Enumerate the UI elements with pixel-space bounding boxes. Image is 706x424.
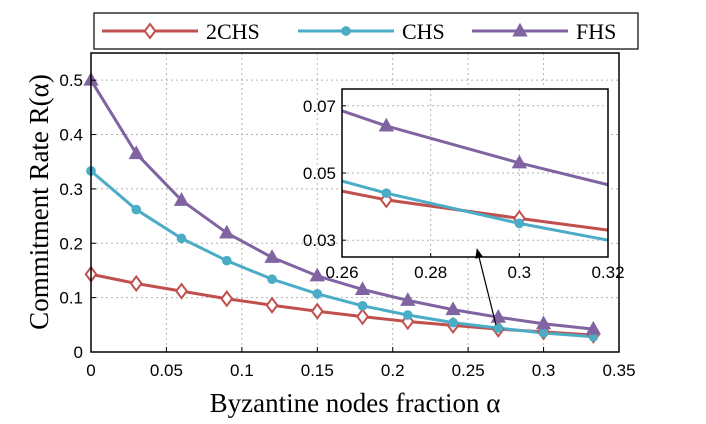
x-tick-label: 0.3 <box>532 361 556 380</box>
data-point-fhs <box>354 281 371 295</box>
data-point-2chs <box>175 282 189 300</box>
data-point-fhs <box>309 267 325 282</box>
data-point-2chs <box>129 274 143 293</box>
inset-point-fhs <box>378 117 395 132</box>
inset-zoom: 0.26 0.28 0.3 0.32 0.03 0.05 0.07 <box>303 88 625 282</box>
legend-item-chs: CHS <box>298 19 445 44</box>
data-point-fhs <box>219 224 235 239</box>
inset-line-chs <box>341 179 609 242</box>
main-tick-labels: 0 0.05 0.1 0.15 0.2 0.25 0.3 0.35 0 0.1 0.2 0.3 0.4 0… <box>59 71 635 380</box>
legend-label-2chs: 2CHS <box>206 19 260 44</box>
x-tick-label: 0.25 <box>452 361 485 380</box>
inset-x-tick-label: 0.26 <box>325 263 358 282</box>
data-point-2chs <box>310 302 324 320</box>
data-point-chs <box>221 255 232 266</box>
data-point-chs <box>267 274 277 284</box>
legend-marker-fhs <box>512 22 528 37</box>
data-point-2chs <box>265 296 279 314</box>
plot-frame <box>90 52 620 353</box>
data-point-2chs <box>220 290 234 308</box>
legend-item-fhs: FHS <box>472 19 616 44</box>
data-point-chs <box>538 328 549 338</box>
inset-series-lines <box>341 109 609 242</box>
inset-line-fhs <box>341 109 609 187</box>
data-point-chs <box>176 233 187 244</box>
inset-point-chs <box>514 218 525 229</box>
data-point-2chs <box>356 307 370 326</box>
legend-marker-2chs <box>143 22 157 40</box>
y-tick-label: 0.4 <box>59 126 83 145</box>
inset-series-markers <box>378 117 528 229</box>
y-tick-label: 0.1 <box>59 289 83 308</box>
legend-item-2chs: 2CHS <box>102 19 260 44</box>
inset-x-tick-label: 0.28 <box>414 263 447 282</box>
data-point-fhs <box>264 249 280 263</box>
inset-x-tick-label: 0.32 <box>591 263 624 282</box>
inset-y-tick-label: 0.05 <box>303 164 336 183</box>
data-point-fhs <box>173 192 190 206</box>
x-tick-label: 0.35 <box>602 361 635 380</box>
main-series-markers <box>83 71 602 344</box>
legend: 2CHS CHS FHS <box>93 12 639 50</box>
data-point-chs <box>493 323 504 333</box>
x-axis-label: Byzantine nodes fraction α <box>210 388 501 418</box>
data-point-fhs <box>400 292 416 306</box>
data-point-fhs <box>535 315 552 330</box>
x-tick-label: 0.1 <box>230 361 254 380</box>
main-series-lines <box>89 79 594 339</box>
y-tick-label: 0.2 <box>59 234 83 253</box>
y-tick-label: 0 <box>74 343 83 362</box>
y-axis-label: Commitment Rate R(α) <box>24 74 54 330</box>
y-tick-label: 0.3 <box>59 180 83 199</box>
data-point-fhs <box>128 145 144 160</box>
data-point-chs <box>312 288 323 299</box>
x-tick-label: 0.2 <box>381 361 405 380</box>
data-point-fhs <box>585 320 602 335</box>
legend-label-chs: CHS <box>402 19 445 44</box>
inset-y-tick-label: 0.03 <box>303 231 336 250</box>
x-tick-label: 0 <box>86 361 95 380</box>
main-ticks <box>90 79 620 353</box>
x-tick-label: 0.05 <box>150 361 183 380</box>
data-point-chs <box>357 300 368 311</box>
inset-ticks <box>341 105 609 257</box>
data-point-chs <box>402 310 413 320</box>
y-tick-label: 0.5 <box>59 71 83 90</box>
data-point-fhs <box>445 301 461 316</box>
x-tick-label: 0.15 <box>301 361 334 380</box>
inset-tick-labels: 0.26 0.28 0.3 0.32 0.03 0.05 0.07 <box>303 97 625 282</box>
series-line-chs <box>90 169 594 339</box>
inset-x-tick-label: 0.3 <box>508 263 532 282</box>
inset-point-fhs <box>511 154 528 169</box>
inset-y-tick-label: 0.07 <box>303 97 336 116</box>
data-point-chs <box>448 317 458 328</box>
legend-marker-chs <box>341 26 351 36</box>
legend-label-fhs: FHS <box>576 19 616 44</box>
series-line-fhs <box>89 79 594 331</box>
inset-point-chs <box>381 188 392 199</box>
data-point-chs <box>131 204 142 215</box>
zoom-arrow <box>475 248 497 326</box>
